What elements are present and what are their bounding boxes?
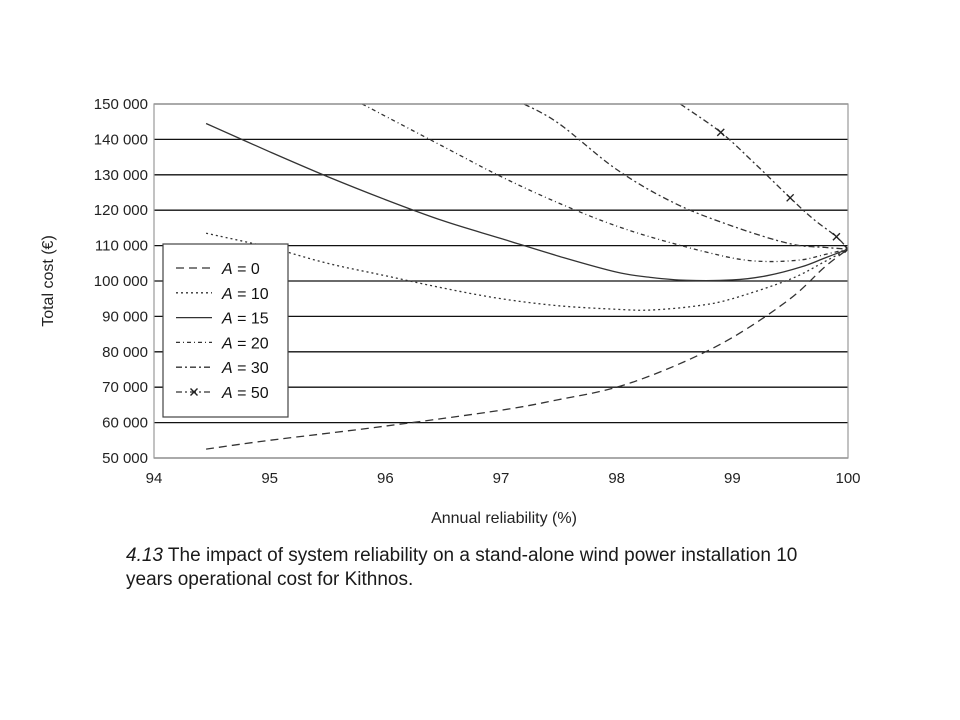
- series-line-a20: [361, 104, 848, 263]
- chart: 50 000 60 000 70 000 80 000 90 000 100 000 110…: [40, 96, 861, 527]
- x-tick-label: 94: [146, 470, 163, 487]
- legend: A = 0 A = 10 A = 15 A = 20 A = 30 A = 50: [162, 243, 289, 418]
- y-tick-label: 70 000: [102, 379, 148, 396]
- legend-entry: A = 50: [176, 385, 269, 402]
- y-tick-label: 150 000: [94, 96, 148, 113]
- y-tick-label: 60 000: [102, 415, 148, 432]
- legend-label: A = 10: [221, 286, 269, 303]
- legend-entry: A = 0: [176, 261, 260, 278]
- plot-frame: [153, 103, 849, 459]
- caption-number: 4.13: [126, 545, 163, 566]
- series-marker: [716, 128, 725, 137]
- x-tick-label: 100: [835, 470, 860, 487]
- y-tick-label: 110 000: [95, 238, 148, 255]
- legend-entry: A = 15: [176, 311, 269, 328]
- legend-label: A = 20: [221, 335, 269, 352]
- legend-label: A = 30: [221, 360, 269, 377]
- series-line-a10: [205, 232, 848, 311]
- caption-text: The impact of system reliability on a st…: [126, 545, 798, 590]
- legend-label: A = 0: [221, 261, 260, 278]
- y-tick-label: 80 000: [102, 344, 148, 361]
- x-tick-label: 96: [377, 470, 394, 487]
- y-tick-label: 90 000: [102, 308, 148, 325]
- legend-entry: A = 10: [176, 286, 269, 303]
- legend-label: A = 15: [221, 311, 269, 328]
- series-marker: [832, 232, 841, 241]
- x-axis-label: Annual reliability (%): [431, 510, 577, 527]
- x-axis-ticks: 94 95 96 97 98 99 100: [146, 470, 861, 487]
- legend-entry: A = 20: [176, 335, 269, 352]
- series-line-a30: [523, 104, 848, 250]
- legend-label: A = 50: [221, 385, 269, 402]
- x-tick-label: 97: [493, 470, 510, 487]
- y-tick-label: 140 000: [94, 131, 148, 148]
- series-marker: [844, 245, 848, 254]
- figure-caption: 4.13 The impact of system reliability on…: [126, 544, 846, 592]
- legend-entry: A = 30: [176, 360, 269, 377]
- series-layer: [205, 104, 848, 450]
- series-line-a15: [205, 122, 848, 282]
- y-tick-label: 100 000: [94, 273, 148, 290]
- legend-box: [162, 243, 289, 418]
- x-tick-label: 99: [724, 470, 741, 487]
- x-tick-label: 95: [261, 470, 278, 487]
- legend-marker: [190, 388, 198, 396]
- y-tick-label: 50 000: [102, 450, 148, 467]
- y-tick-label: 120 000: [94, 202, 148, 219]
- series-marker: [786, 193, 795, 202]
- y-axis-label: Total cost (€): [40, 235, 57, 327]
- x-tick-label: 98: [608, 470, 625, 487]
- y-tick-label: 130 000: [94, 167, 148, 184]
- series-line-a0: [206, 248, 848, 450]
- y-axis-ticks: 50 000 60 000 70 000 80 000 90 000 100 000 110…: [94, 96, 148, 467]
